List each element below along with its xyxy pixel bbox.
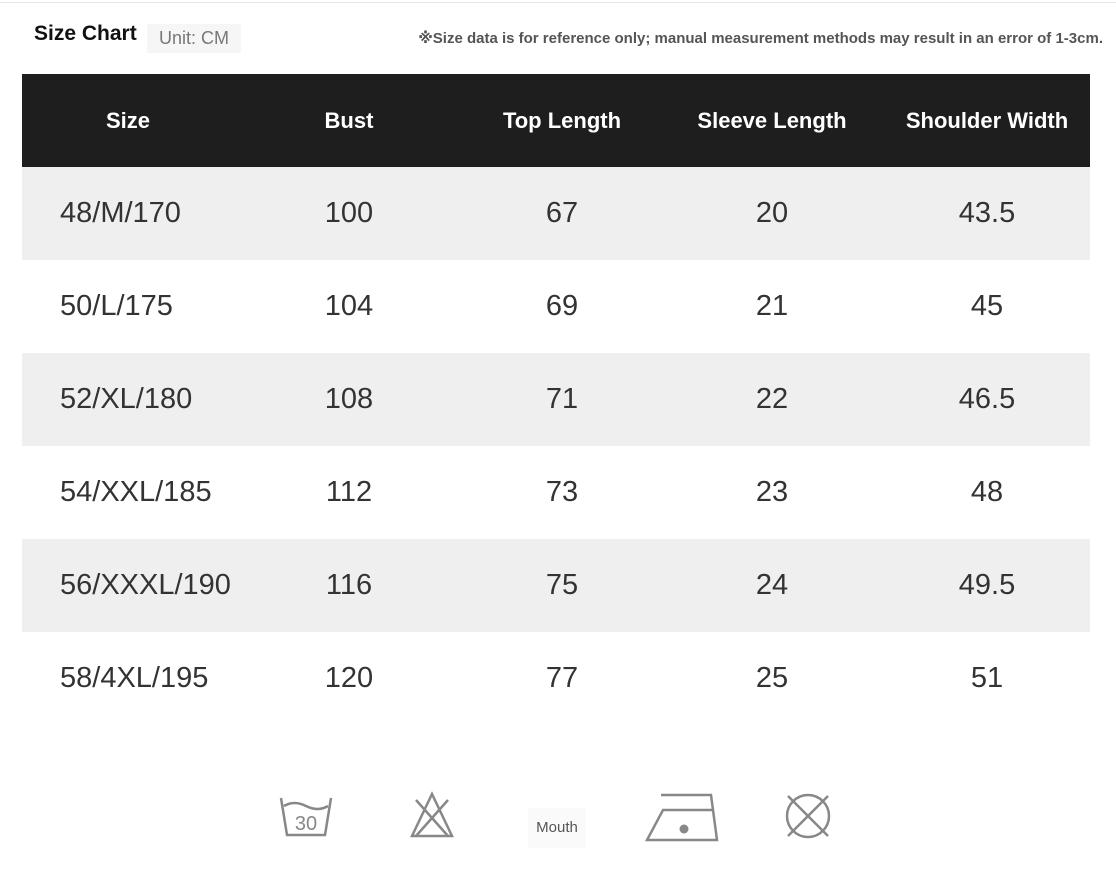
wash-30-icon: 30 [278,790,334,840]
table-header: Size Bust Top Length Sleeve Length Shoul… [22,74,1090,167]
table-cell: 116 [325,569,373,601]
mouth-label: Mouth [528,808,586,848]
table-cell: 49.5 [958,569,1016,601]
table-cell: 69 [545,290,579,322]
table-cell: 22 [755,383,789,415]
table-cell: 23 [755,476,789,508]
table-cell: 21 [755,290,789,322]
table-cell: 52/XL/180 [60,383,193,415]
iron-low-icon [645,790,721,844]
table-cell: 108 [324,383,374,415]
table-cell: 46.5 [958,383,1016,415]
table-cell: 75 [545,569,579,601]
size-table: Size Bust Top Length Sleeve Length Shoul… [22,74,1090,725]
column-header: Size [105,107,151,133]
table-cell: 112 [325,476,373,508]
table-cell: 56/XXXL/190 [60,569,231,601]
table-cell: 50/L/175 [60,290,173,322]
table-cell: 71 [545,383,579,415]
table-cell: 45 [970,290,1004,322]
disclaimer-note: ※Size data is for reference only; manual… [418,30,1103,47]
page-title: Size Chart [34,22,137,45]
table-cell: 54/XXL/185 [60,476,212,508]
table-cell: 48 [970,476,1004,508]
no-bleach-icon [408,790,456,840]
table-row: 50/L/175 104 69 21 45 [22,260,1090,353]
table-cell: 58/4XL/195 [60,662,209,694]
table-cell: 51 [970,662,1004,694]
table-row: 58/4XL/195 120 77 25 51 [22,632,1090,725]
unit-badge: Unit: CM [147,24,242,53]
table-row: 52/XL/180 108 71 22 46.5 [22,353,1090,446]
column-header: Shoulder Width [905,107,1069,133]
column-header: Bust [324,107,374,133]
table-cell: 104 [324,290,374,322]
no-tumble-dry-icon [782,790,834,842]
table-cell: 100 [324,197,374,229]
care-icons: 30 Mouth [0,790,1116,860]
svg-text:30: 30 [295,813,317,835]
table-cell: 43.5 [958,197,1016,229]
table-cell: 25 [755,662,789,694]
table-cell: 67 [545,197,579,229]
top-divider [0,2,1116,3]
column-header: Top Length [502,107,622,133]
table-cell: 77 [545,662,579,694]
table-cell: 24 [755,569,789,601]
column-header: Sleeve Length [697,107,847,133]
table-cell: 120 [324,662,374,694]
table-row: 56/XXXL/190 116 75 24 49.5 [22,539,1090,632]
table-row: 48/M/170 100 67 20 43.5 [22,167,1090,260]
table-cell: 73 [545,476,579,508]
table-cell: 20 [755,197,789,229]
table-row: 54/XXL/185 112 73 23 48 [22,446,1090,539]
table-cell: 48/M/170 [60,197,181,229]
